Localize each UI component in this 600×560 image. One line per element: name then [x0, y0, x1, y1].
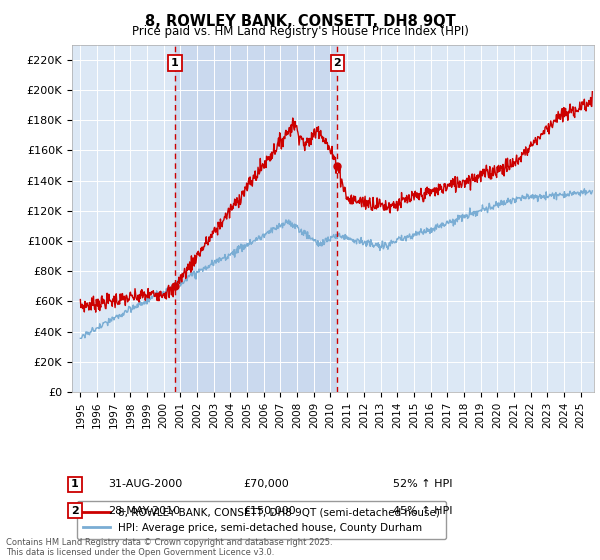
Text: £150,000: £150,000: [243, 506, 296, 516]
Bar: [175, 45, 337, 392]
Text: 52% ↑ HPI: 52% ↑ HPI: [393, 479, 452, 489]
Text: 31-AUG-2000: 31-AUG-2000: [108, 479, 182, 489]
Text: 28-MAY-2010: 28-MAY-2010: [108, 506, 180, 516]
Text: 45% ↑ HPI: 45% ↑ HPI: [393, 506, 452, 516]
Text: 2: 2: [334, 58, 341, 68]
Text: 2: 2: [71, 506, 79, 516]
Text: 1: 1: [71, 479, 79, 489]
Legend: 8, ROWLEY BANK, CONSETT, DH8 9QT (semi-detached house), HPI: Average price, semi: 8, ROWLEY BANK, CONSETT, DH8 9QT (semi-d…: [77, 501, 446, 539]
Text: 1: 1: [171, 58, 179, 68]
Text: 8, ROWLEY BANK, CONSETT, DH8 9QT: 8, ROWLEY BANK, CONSETT, DH8 9QT: [145, 14, 455, 29]
Text: Price paid vs. HM Land Registry's House Price Index (HPI): Price paid vs. HM Land Registry's House …: [131, 25, 469, 38]
Text: £70,000: £70,000: [243, 479, 289, 489]
Text: Contains HM Land Registry data © Crown copyright and database right 2025.
This d: Contains HM Land Registry data © Crown c…: [6, 538, 332, 557]
